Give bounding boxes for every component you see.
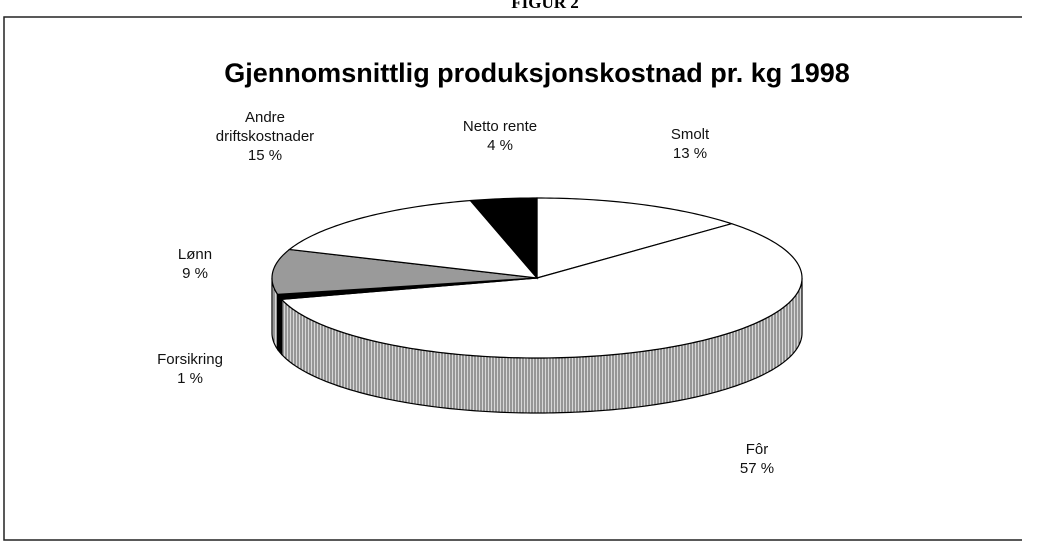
value-label: 13 %: [672, 145, 708, 162]
slice-label: Smolt 13 %: [625, 125, 755, 163]
figure-label: FIGUR 2: [511, 0, 579, 12]
value-label: 15 %: [247, 147, 283, 164]
value-label: 4 %: [487, 137, 513, 154]
slice-label: Andre driftskostnader 15 %: [200, 108, 330, 165]
slice-label: Fôr 57 %: [692, 440, 822, 478]
slice-label: Lønn 9 %: [130, 245, 260, 283]
slice-label: Forsikring 1 %: [125, 350, 255, 388]
slice: [536, 197, 734, 279]
category-label: Netto rente: [462, 118, 538, 135]
pie-tops: [271, 197, 803, 359]
category-label: Smolt: [670, 126, 710, 143]
chart-title: Gjennomsnittlig produksjonskostnad pr. k…: [224, 58, 850, 88]
category-label: Andre driftskostnader: [215, 109, 315, 145]
pie: [271, 197, 803, 414]
slice: [469, 197, 538, 280]
value-label: 57 %: [739, 460, 775, 477]
slice: [287, 199, 539, 279]
value-label: 9 %: [182, 265, 208, 282]
frame: [3, 16, 1022, 541]
category-label: Forsikring: [157, 351, 223, 368]
category-label: Fôr: [745, 441, 769, 458]
slice: [280, 223, 803, 359]
slice: [271, 248, 538, 296]
slice-label: Netto rente 4 %: [435, 117, 565, 155]
value-label: 1 %: [177, 370, 203, 387]
category-label: Lønn: [177, 246, 213, 263]
